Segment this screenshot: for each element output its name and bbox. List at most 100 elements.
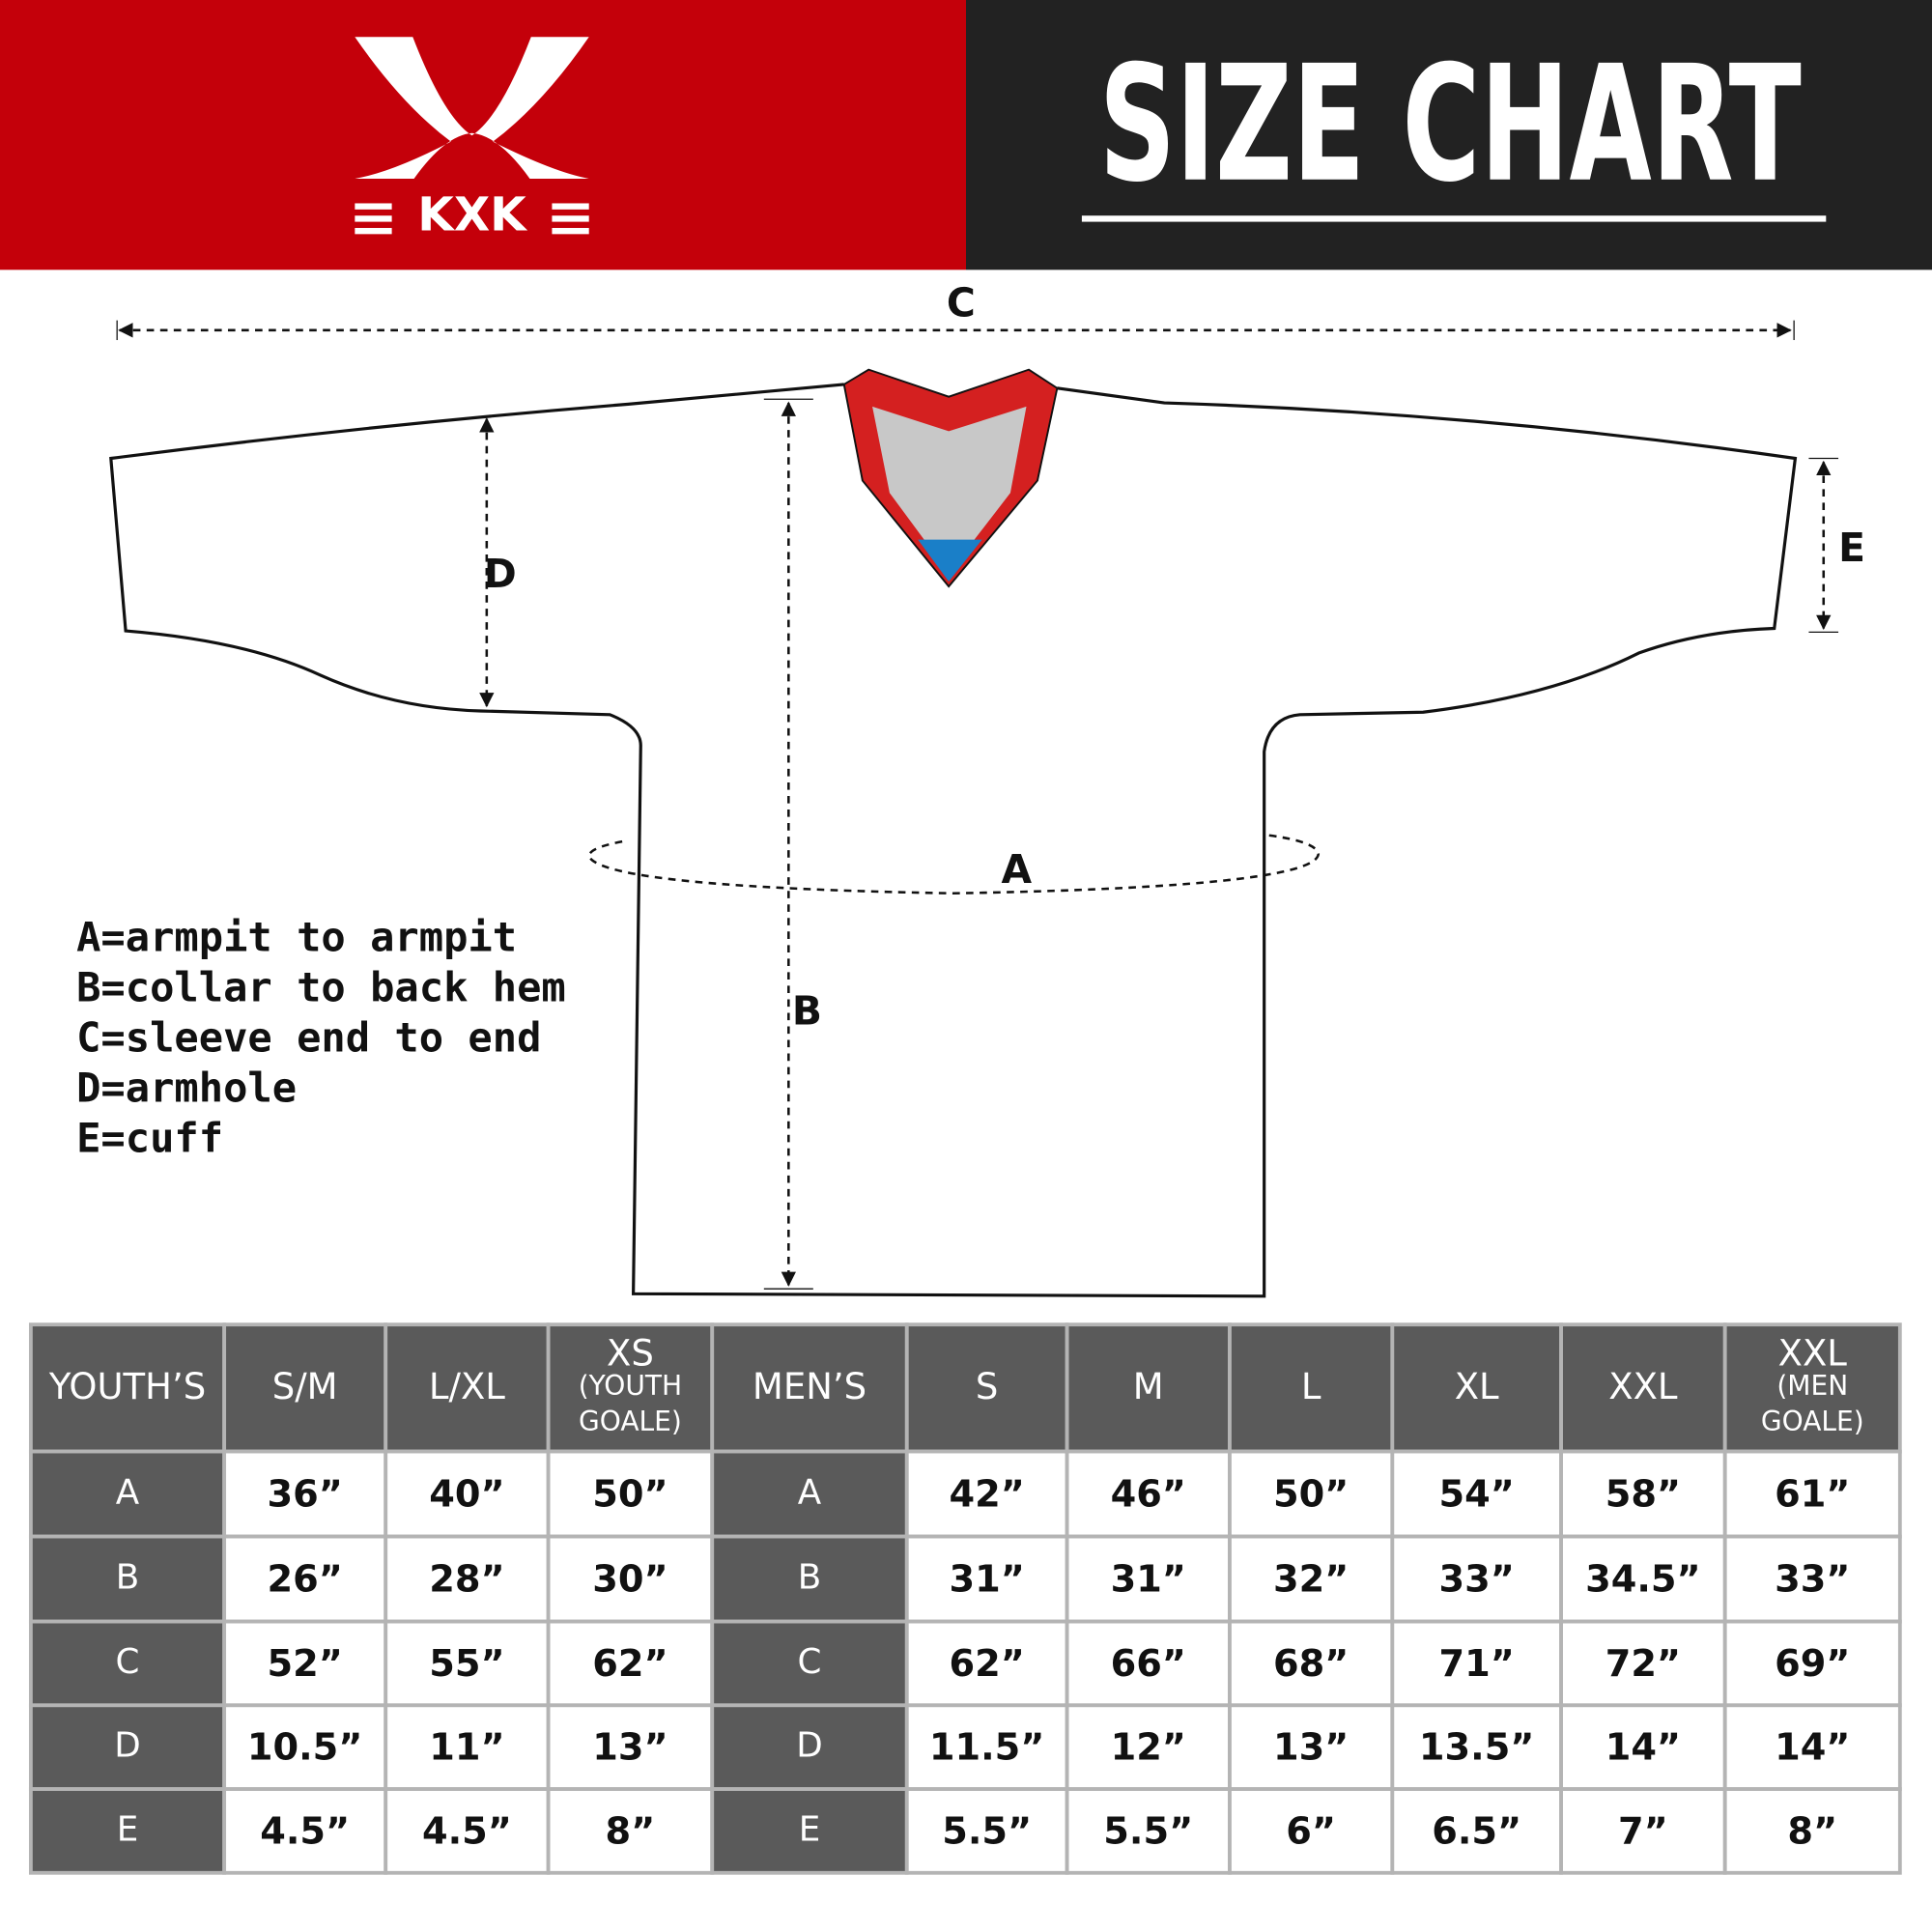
cell-value: 8” (606, 1809, 656, 1853)
row-label: A (116, 1473, 140, 1513)
table-cell (1722, 1787, 1902, 1875)
cell-value: 36” (268, 1473, 343, 1517)
header-cell-text: XXL (1778, 1333, 1848, 1375)
cell-value: 5.5” (942, 1809, 1032, 1853)
row-label: D (114, 1726, 140, 1766)
cell-value: 66” (1111, 1642, 1186, 1686)
table-cell (1559, 1619, 1727, 1708)
cell-value: 8” (1787, 1809, 1837, 1853)
cell-value: 11” (429, 1726, 504, 1770)
cell-value: 55” (429, 1642, 504, 1686)
legend-item: C=sleeve end to end (76, 1014, 541, 1062)
cell-value: 10.5” (247, 1726, 363, 1770)
cell-value: 71” (1439, 1642, 1515, 1686)
cell-value: 46” (1111, 1473, 1186, 1517)
table-cell (1065, 1449, 1232, 1539)
header-right (966, 0, 1932, 270)
logo: KXK (355, 37, 589, 242)
header-cell-text: S (976, 1366, 998, 1407)
table-cell (1065, 1534, 1232, 1624)
cell-value: 62” (949, 1642, 1024, 1686)
table-cell (1390, 1449, 1563, 1539)
table-cell (384, 1322, 551, 1454)
jersey (109, 368, 1798, 1298)
table-cell (1065, 1787, 1232, 1875)
dim-label: D (484, 551, 517, 597)
legend-item: D=armhole (76, 1064, 297, 1111)
legend-item: E=cuff (76, 1114, 223, 1161)
dim-label: B (792, 988, 822, 1035)
table-cell (904, 1534, 1069, 1624)
header-cell-text: MEN’S (753, 1366, 867, 1407)
header-cell-subtext: (YOUTH (579, 1370, 682, 1402)
table-cell (222, 1787, 388, 1875)
cell-value: 33” (1439, 1558, 1515, 1602)
header-cell-text: XL (1455, 1366, 1499, 1407)
row-label: E (117, 1809, 139, 1849)
cell-value: 14” (1605, 1726, 1681, 1770)
cell-value: 13.5” (1419, 1726, 1535, 1770)
dim-label: E (1838, 525, 1865, 571)
table-cell (1228, 1787, 1395, 1875)
title: SIZE CHART (1099, 32, 1802, 218)
title-underline (1081, 215, 1827, 222)
header-cell-text: L/XL (429, 1366, 505, 1407)
row-label: A (798, 1473, 822, 1513)
cell-value: 13” (592, 1726, 668, 1770)
cell-value: 61” (1775, 1473, 1850, 1517)
header-cell-text: M (1133, 1366, 1164, 1407)
table-cell (1559, 1703, 1727, 1791)
cell-value: 28” (429, 1558, 504, 1602)
cell-value: 62” (592, 1642, 668, 1686)
table-cell (1559, 1449, 1727, 1539)
table-cell (1722, 1619, 1902, 1708)
table-cell (710, 1449, 909, 1539)
table-cell (1228, 1449, 1395, 1539)
cell-value: 31” (949, 1558, 1024, 1602)
cell-value: 34.5” (1585, 1558, 1701, 1602)
cell-value: 12” (1111, 1726, 1186, 1770)
header-cell-text: L (1301, 1366, 1321, 1407)
cell-value: 26” (268, 1558, 343, 1602)
cell-value: 7” (1618, 1809, 1668, 1853)
row-label: D (796, 1726, 823, 1766)
cell-value: 72” (1605, 1642, 1681, 1686)
table-cell (1722, 1534, 1902, 1624)
table-cell (710, 1787, 909, 1875)
header-cell-subtext: GOALE) (579, 1406, 682, 1437)
table-cell (904, 1322, 1069, 1454)
header-cell-subtext: GOALE) (1761, 1406, 1864, 1437)
cell-value: 11.5” (929, 1726, 1045, 1770)
table-cell (546, 1534, 715, 1624)
cell-value: 32” (1273, 1558, 1349, 1602)
table-cell (1065, 1322, 1232, 1454)
header-cell-text: XS (607, 1333, 654, 1375)
header-cell-text: XXL (1608, 1366, 1678, 1407)
cell-value: 5.5” (1103, 1809, 1193, 1853)
logo-text: KXK (417, 188, 528, 242)
header-cell-text: YOUTH’S (48, 1366, 206, 1407)
row-label: E (799, 1809, 821, 1849)
table-cell (384, 1703, 551, 1791)
legend-item: B=collar to back hem (76, 964, 566, 1011)
table-cell (222, 1322, 388, 1454)
row-label: B (798, 1558, 822, 1598)
table-cell (222, 1534, 388, 1624)
table-cell (28, 1322, 227, 1454)
table-cell (384, 1787, 551, 1875)
legend-item: A=armpit to armpit (76, 914, 517, 961)
cell-value: 40” (429, 1473, 504, 1517)
cell-value: 50” (1273, 1473, 1349, 1517)
cell-value: 58” (1605, 1473, 1681, 1517)
dim-label: C (947, 279, 976, 326)
cell-value: 6” (1286, 1809, 1336, 1853)
cell-value: 42” (949, 1473, 1024, 1517)
cell-value: 4.5” (422, 1809, 512, 1853)
dimensions: C D E A B (116, 279, 1865, 1290)
cell-value: 54” (1439, 1473, 1515, 1517)
header-cell-subtext: (MEN (1776, 1370, 1848, 1402)
table-cell (28, 1703, 227, 1791)
dim-label: A (1002, 846, 1033, 893)
